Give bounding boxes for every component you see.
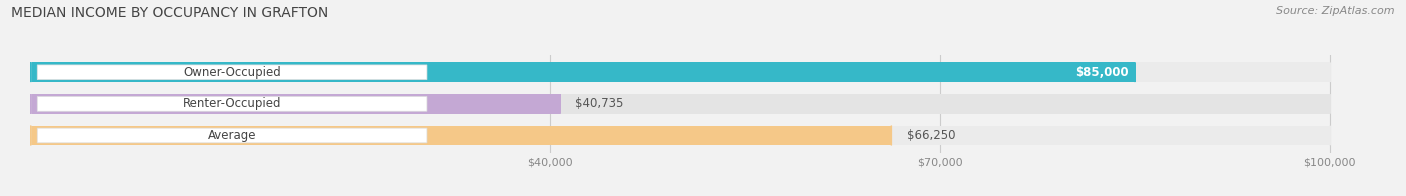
Bar <box>31 94 560 114</box>
Text: MEDIAN INCOME BY OCCUPANCY IN GRAFTON: MEDIAN INCOME BY OCCUPANCY IN GRAFTON <box>11 6 329 20</box>
Text: Owner-Occupied: Owner-Occupied <box>183 66 281 79</box>
Bar <box>31 126 1330 145</box>
Bar <box>31 63 1135 82</box>
Text: $40,735: $40,735 <box>575 97 624 110</box>
Text: Source: ZipAtlas.com: Source: ZipAtlas.com <box>1277 6 1395 16</box>
FancyBboxPatch shape <box>37 97 427 111</box>
FancyBboxPatch shape <box>37 65 427 80</box>
Text: Average: Average <box>208 129 256 142</box>
Text: $66,250: $66,250 <box>907 129 956 142</box>
FancyBboxPatch shape <box>37 128 427 143</box>
Text: Renter-Occupied: Renter-Occupied <box>183 97 281 110</box>
Text: $85,000: $85,000 <box>1074 66 1129 79</box>
Bar <box>31 126 891 145</box>
Bar <box>31 94 1330 114</box>
Bar <box>31 63 1330 82</box>
